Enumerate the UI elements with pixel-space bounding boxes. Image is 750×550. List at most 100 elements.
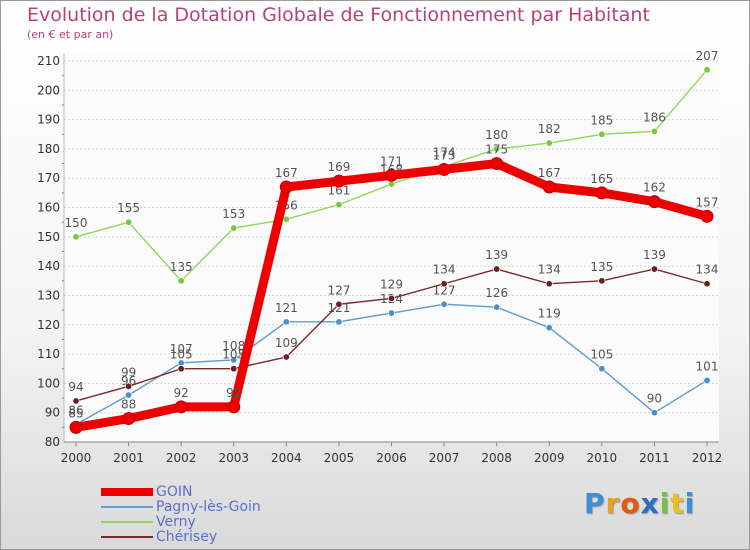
data-point xyxy=(69,420,83,434)
data-label: 162 xyxy=(643,181,666,195)
logo-letter: o xyxy=(620,487,641,520)
data-label: 108 xyxy=(222,339,245,353)
y-tick-label: 190 xyxy=(37,113,60,127)
data-point xyxy=(72,233,80,241)
data-point xyxy=(703,376,711,384)
data-point xyxy=(177,365,185,373)
x-tick-label: 2003 xyxy=(218,451,249,465)
legend-swatch xyxy=(101,506,153,508)
data-point xyxy=(703,66,711,74)
data-point xyxy=(125,391,133,399)
y-tick-label: 100 xyxy=(37,376,60,390)
data-label: 105 xyxy=(590,348,613,362)
x-tick-label: 2001 xyxy=(113,451,144,465)
legend-item: Verny xyxy=(101,515,361,530)
data-label: 88 xyxy=(121,398,136,412)
data-point xyxy=(545,280,553,288)
data-point xyxy=(650,265,658,273)
data-label: 92 xyxy=(174,386,189,400)
data-label: 121 xyxy=(327,301,350,315)
x-tick-label: 2009 xyxy=(534,451,565,465)
data-point xyxy=(598,365,606,373)
data-label: 139 xyxy=(643,248,666,262)
data-label: 173 xyxy=(433,148,456,162)
data-point xyxy=(174,400,188,414)
data-label: 150 xyxy=(65,216,88,230)
data-label: 153 xyxy=(222,207,245,221)
data-point xyxy=(700,209,714,223)
y-tick-label: 150 xyxy=(37,230,60,244)
logo-letter: P xyxy=(584,487,606,520)
data-point xyxy=(545,324,553,332)
y-tick-label: 180 xyxy=(37,142,60,156)
data-point xyxy=(598,277,606,285)
data-point xyxy=(650,409,658,417)
data-label: 174 xyxy=(433,146,456,160)
x-tick-label: 2000 xyxy=(61,451,92,465)
data-label: 134 xyxy=(696,263,719,277)
y-tick-label: 130 xyxy=(37,288,60,302)
logo-letter: r xyxy=(605,487,621,520)
x-tick-label: 2010 xyxy=(587,451,618,465)
legend-swatch xyxy=(101,536,153,538)
data-label: 94 xyxy=(68,380,83,394)
logo-letter: x xyxy=(640,487,660,520)
data-label: 92 xyxy=(226,386,241,400)
data-label: 126 xyxy=(485,286,508,300)
data-point xyxy=(227,400,241,414)
data-label: 180 xyxy=(485,128,508,142)
data-label: 119 xyxy=(538,307,561,321)
data-point xyxy=(703,280,711,288)
data-point xyxy=(595,186,609,200)
data-label: 121 xyxy=(275,301,298,315)
data-label: 135 xyxy=(170,260,193,274)
logo-letter: i xyxy=(659,487,671,520)
data-label: 90 xyxy=(647,392,662,406)
data-label: 107 xyxy=(170,342,193,356)
y-tick-label: 170 xyxy=(37,171,60,185)
logo-letter: i xyxy=(684,487,696,520)
y-tick-label: 140 xyxy=(37,259,60,273)
legend-swatch xyxy=(101,521,153,523)
legend-label: Chérisey xyxy=(156,529,218,545)
data-label: 167 xyxy=(275,166,298,180)
data-point xyxy=(335,300,343,308)
data-label: 135 xyxy=(590,260,613,274)
y-tick-label: 90 xyxy=(45,406,60,420)
proxiti-logo: Proxiti xyxy=(584,487,695,520)
x-tick-label: 2008 xyxy=(481,451,512,465)
data-label: 109 xyxy=(275,336,298,350)
data-point xyxy=(440,280,448,288)
legend-label: GOIN xyxy=(156,484,193,500)
data-point xyxy=(542,180,556,194)
data-label: 129 xyxy=(380,277,403,291)
data-point xyxy=(335,201,343,209)
y-tick-label: 210 xyxy=(37,54,60,68)
legend-label: Verny xyxy=(156,514,196,530)
data-point xyxy=(230,224,238,232)
data-label: 139 xyxy=(485,248,508,262)
data-label: 134 xyxy=(538,263,561,277)
data-point xyxy=(387,309,395,317)
data-point xyxy=(387,180,395,188)
data-point xyxy=(493,265,501,273)
data-label: 101 xyxy=(696,359,719,373)
y-tick-label: 160 xyxy=(37,201,60,215)
data-point xyxy=(545,139,553,147)
data-point xyxy=(385,168,398,182)
legend-item: GOIN xyxy=(101,485,361,500)
data-label: 182 xyxy=(538,122,561,136)
data-label: 127 xyxy=(327,283,350,297)
data-label: 169 xyxy=(327,160,350,174)
data-point xyxy=(332,174,346,188)
data-point xyxy=(437,162,451,176)
data-point xyxy=(493,145,501,153)
x-tick-label: 2012 xyxy=(692,451,723,465)
x-tick-label: 2004 xyxy=(271,451,302,465)
data-point xyxy=(598,130,606,138)
chart-subtitle: (en € et par an) xyxy=(27,28,114,41)
data-label: 207 xyxy=(696,49,719,63)
data-label: 186 xyxy=(643,110,666,124)
chart-title: Evolution de la Dotation Globale de Fonc… xyxy=(27,4,650,26)
